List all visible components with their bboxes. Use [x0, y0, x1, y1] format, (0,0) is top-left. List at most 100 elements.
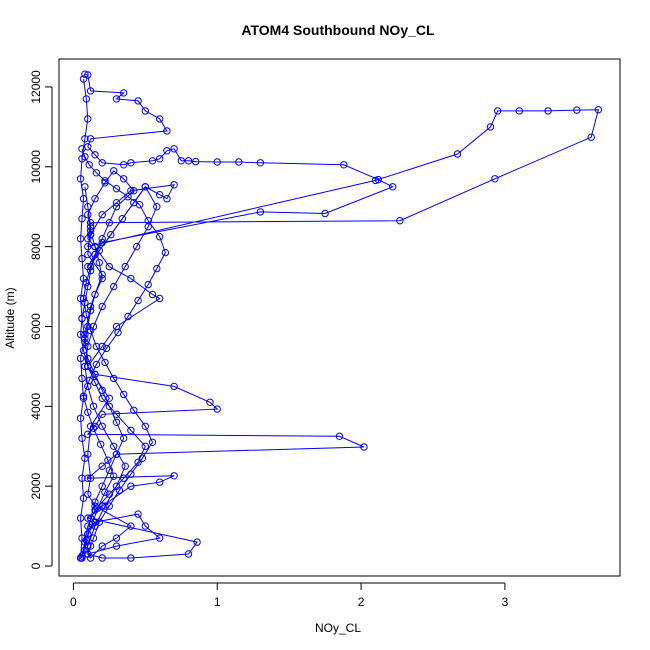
series-4 [76, 75, 92, 562]
data-point [101, 488, 109, 496]
data-point [156, 294, 164, 303]
data-point [78, 374, 86, 383]
data-point [156, 534, 164, 542]
data-point [98, 410, 106, 418]
data-point [105, 466, 114, 474]
data-point [76, 175, 85, 183]
data-point [184, 157, 193, 165]
data-point [85, 376, 93, 385]
series-3 [78, 145, 170, 560]
data-point [101, 502, 109, 510]
data-point [114, 328, 122, 337]
data-point [88, 520, 96, 528]
data-point [120, 161, 128, 169]
data-point [141, 107, 150, 115]
data-point [235, 158, 243, 166]
data-point [141, 442, 150, 450]
data-point [134, 296, 142, 305]
x-tick-label: 0 [70, 595, 77, 609]
data-point [81, 362, 89, 371]
data-point [78, 534, 86, 542]
data-point [110, 167, 118, 175]
data-point [156, 478, 164, 486]
data-point [141, 183, 150, 191]
data-point [340, 161, 348, 169]
data-point [98, 342, 106, 351]
data-point [98, 482, 106, 490]
data-point [127, 554, 135, 562]
data-point [89, 402, 98, 410]
data-point [76, 414, 85, 422]
data-point [98, 302, 106, 311]
data-point [82, 95, 91, 103]
data-point [170, 382, 178, 391]
data-point [98, 554, 106, 562]
data-point [134, 97, 142, 105]
data-point [105, 219, 114, 227]
data-point [86, 474, 95, 482]
data-point [84, 490, 92, 498]
data-point [91, 195, 99, 203]
data-point [112, 542, 121, 550]
data-point [78, 215, 86, 223]
data-point [192, 157, 200, 166]
data-point [120, 434, 128, 442]
data-point [120, 390, 128, 399]
data-point [134, 510, 142, 518]
data-point [127, 482, 135, 490]
data-point [138, 454, 147, 462]
data-point [95, 258, 104, 267]
data-point [112, 534, 121, 542]
data-point [98, 235, 106, 243]
data-point [148, 157, 157, 165]
data-point [130, 406, 138, 414]
data-point [79, 394, 88, 402]
data-point [134, 458, 142, 466]
data-point [107, 231, 115, 239]
data-point [256, 159, 265, 167]
data-point [95, 518, 104, 526]
x-axis: 0 1 2 3 [70, 582, 509, 609]
data-point [256, 208, 265, 216]
data-point [515, 107, 523, 115]
data-point [81, 334, 89, 343]
data-point [170, 472, 178, 480]
data-point [79, 274, 88, 283]
data-point [78, 552, 86, 560]
data-point [86, 227, 95, 235]
data-point [206, 398, 214, 406]
data-point [184, 550, 193, 558]
data-point [144, 280, 152, 289]
data-point [156, 155, 164, 163]
data-point [86, 306, 95, 315]
data-point [135, 201, 144, 209]
data-point [321, 209, 329, 218]
data-point [89, 534, 98, 542]
data-point [86, 262, 95, 271]
y-tick-label: 0 [29, 562, 43, 569]
data-point [76, 235, 85, 243]
data-point [81, 135, 89, 143]
data-point [78, 145, 86, 153]
data-point [91, 151, 99, 159]
data-point [587, 133, 595, 141]
data-point [91, 422, 99, 430]
data-point [84, 235, 92, 243]
data-point [81, 454, 89, 462]
data-point [112, 185, 121, 193]
data-point [84, 474, 92, 482]
y-tick-label: 12000 [29, 70, 43, 104]
data-point [94, 504, 102, 512]
data-point [84, 115, 92, 123]
data-point [486, 123, 495, 131]
data-point [82, 310, 91, 319]
data-point [105, 502, 114, 510]
data-point [84, 71, 92, 79]
y-tick-label: 8000 [29, 233, 43, 260]
data-point [97, 440, 105, 448]
data-point [112, 418, 121, 426]
data-point [89, 424, 98, 432]
data-point [118, 215, 127, 223]
data-point [78, 155, 86, 163]
data-point [148, 438, 157, 446]
